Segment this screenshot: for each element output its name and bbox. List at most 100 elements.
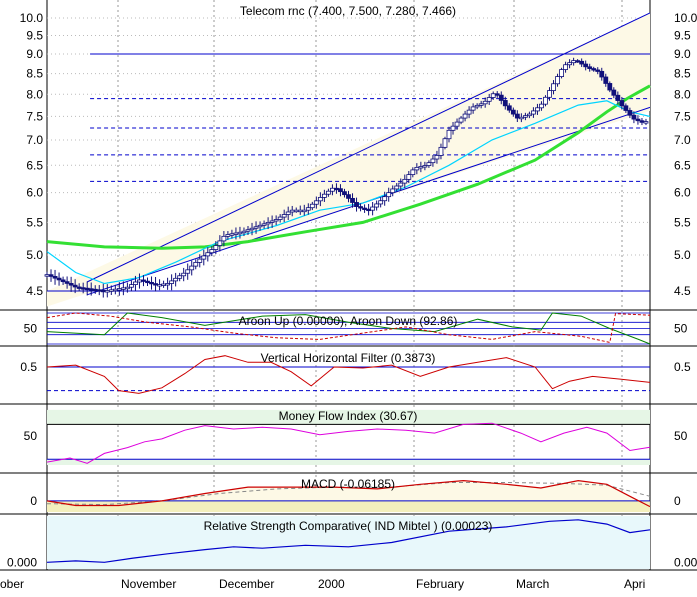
candle-body bbox=[120, 287, 126, 290]
candle-body bbox=[225, 234, 231, 237]
candle-body bbox=[575, 60, 581, 63]
candle-body bbox=[229, 233, 235, 236]
candle-body bbox=[595, 69, 601, 72]
candle-body bbox=[68, 283, 74, 286]
candle-body bbox=[104, 290, 110, 293]
candle-body bbox=[289, 209, 295, 213]
candle-body bbox=[422, 165, 428, 168]
candle-body bbox=[514, 113, 520, 119]
candle-body bbox=[241, 230, 247, 234]
candle-body bbox=[177, 275, 183, 279]
candle-body bbox=[559, 69, 564, 77]
x-axis-label: November bbox=[121, 577, 176, 591]
candle-body bbox=[125, 286, 130, 290]
candle-body bbox=[88, 288, 94, 291]
candle-body bbox=[334, 187, 339, 191]
x-axis-label: ober bbox=[0, 577, 24, 591]
candle-body bbox=[490, 93, 496, 98]
candle-body bbox=[60, 279, 66, 283]
candle-body bbox=[44, 274, 50, 277]
candle-body bbox=[502, 100, 508, 107]
candle-body bbox=[257, 224, 263, 228]
candle-body bbox=[269, 220, 275, 223]
candle-body bbox=[157, 284, 162, 287]
price-y-tick-right: 5.5 bbox=[674, 215, 691, 229]
candle-body bbox=[129, 284, 134, 288]
price-y-tick-left: 6.0 bbox=[26, 186, 43, 200]
candle-body bbox=[233, 232, 239, 235]
candle-body bbox=[587, 66, 593, 69]
channel-upper-line bbox=[86, 12, 651, 283]
candle-body bbox=[370, 206, 376, 211]
price-y-tick-left: 10.0 bbox=[20, 11, 44, 25]
price-y-tick-left: 9.5 bbox=[26, 29, 43, 43]
candle-body bbox=[454, 121, 460, 127]
x-axis-label: March bbox=[516, 577, 549, 591]
price-y-tick-left: 7.5 bbox=[26, 109, 43, 123]
candle-body bbox=[92, 288, 98, 292]
candle-body bbox=[137, 279, 142, 283]
candle-body bbox=[555, 76, 560, 85]
candle-body bbox=[277, 216, 283, 220]
candle-body bbox=[112, 288, 118, 292]
candle-body bbox=[466, 109, 472, 115]
mfi-line bbox=[46, 422, 651, 464]
vhf-y-tick-left: 0.5 bbox=[20, 360, 37, 374]
price-channel-band bbox=[47, 12, 650, 307]
price-y-tick-left: 8.5 bbox=[26, 67, 43, 81]
candle-body bbox=[438, 146, 444, 156]
candle-body bbox=[305, 207, 311, 211]
candle-body bbox=[539, 103, 544, 109]
candle-body bbox=[442, 138, 448, 148]
candle-body bbox=[635, 118, 641, 122]
candle-body bbox=[615, 94, 621, 101]
candle-body bbox=[462, 113, 468, 119]
candle-body bbox=[317, 197, 323, 202]
candle-body bbox=[362, 207, 367, 210]
candle-body bbox=[185, 269, 191, 274]
vhf-line bbox=[46, 355, 651, 394]
candle-body bbox=[494, 93, 500, 96]
candle-body bbox=[161, 283, 166, 286]
candle-body bbox=[213, 245, 219, 250]
candle-body bbox=[358, 206, 363, 209]
candle-body bbox=[402, 178, 408, 184]
candle-body bbox=[201, 255, 207, 260]
candle-body bbox=[631, 114, 637, 120]
candle-body bbox=[245, 229, 251, 232]
candle-body bbox=[293, 209, 299, 213]
candle-body bbox=[181, 272, 187, 277]
price-y-tick-right: 10.0 bbox=[674, 11, 697, 25]
candle-body bbox=[221, 235, 227, 242]
candle-body bbox=[426, 162, 432, 166]
candle-body bbox=[165, 283, 171, 286]
candle-body bbox=[309, 203, 315, 209]
candle-body bbox=[603, 76, 609, 84]
candle-body bbox=[72, 284, 78, 288]
candle-body bbox=[418, 166, 424, 169]
candle-body bbox=[189, 265, 195, 271]
candle-body bbox=[506, 105, 512, 111]
candle-body bbox=[321, 193, 327, 198]
price-y-tick-right: 8.5 bbox=[674, 67, 691, 81]
candle-body bbox=[414, 166, 420, 171]
aroon-y-tick-left: 50 bbox=[24, 322, 38, 336]
candle-body bbox=[430, 158, 436, 164]
candle-body bbox=[297, 209, 303, 213]
price-y-tick-left: 4.5 bbox=[26, 284, 43, 298]
candle-body bbox=[434, 155, 440, 160]
candle-body bbox=[149, 281, 154, 285]
candle-body bbox=[571, 60, 577, 64]
price-y-tick-left: 6.5 bbox=[26, 158, 43, 172]
macd-y-tick-right: 0 bbox=[674, 494, 681, 508]
candle-body bbox=[237, 231, 243, 235]
candle-body bbox=[261, 223, 267, 226]
vhf-y-tick-right: 0.5 bbox=[674, 360, 691, 374]
candle-body bbox=[253, 226, 259, 229]
moving-average-long-line bbox=[46, 84, 651, 250]
candle-body bbox=[486, 97, 492, 102]
candle-body bbox=[80, 287, 86, 290]
candle-body bbox=[96, 289, 102, 292]
